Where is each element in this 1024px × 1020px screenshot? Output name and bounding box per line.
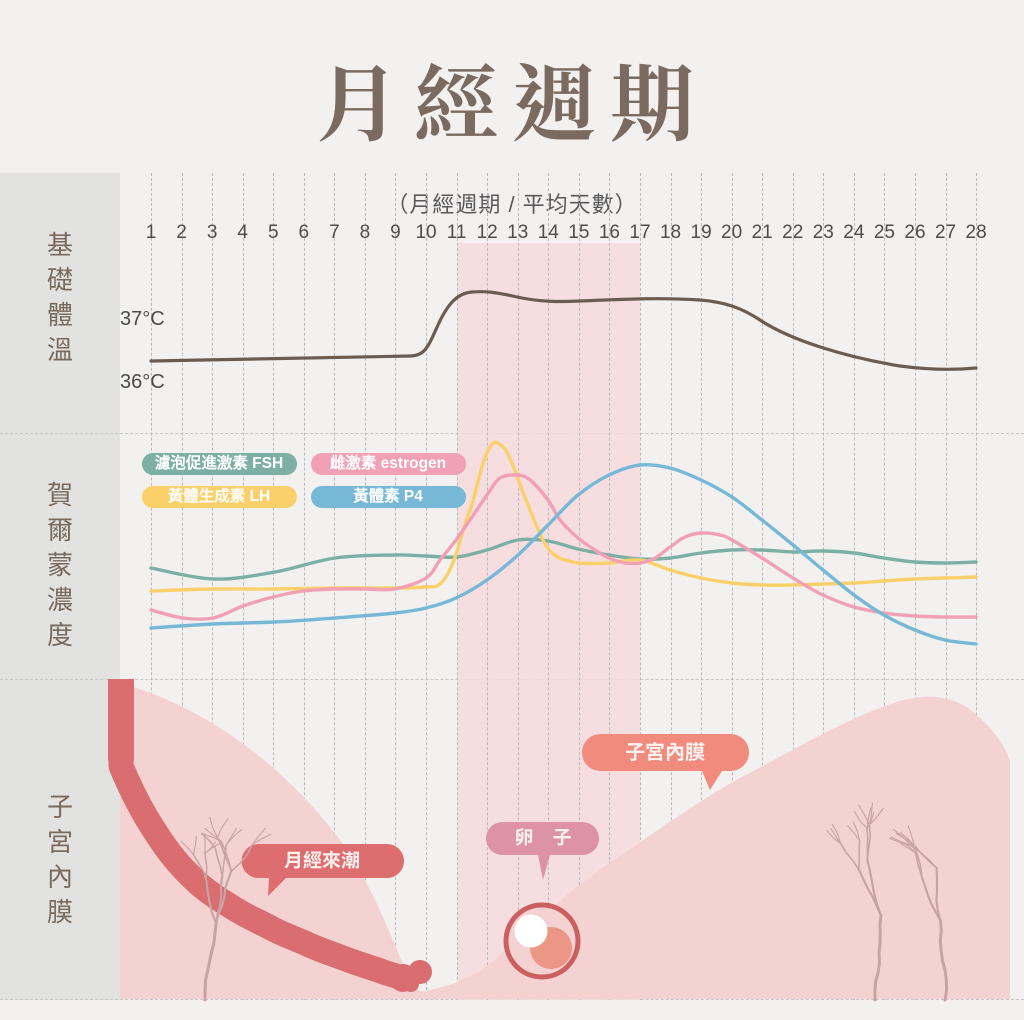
- svg-text:月經來潮: 月經來潮: [284, 846, 360, 873]
- svg-text:卵 子: 卵 子: [514, 823, 571, 850]
- svg-text:子宮內膜: 子宮內膜: [625, 736, 705, 765]
